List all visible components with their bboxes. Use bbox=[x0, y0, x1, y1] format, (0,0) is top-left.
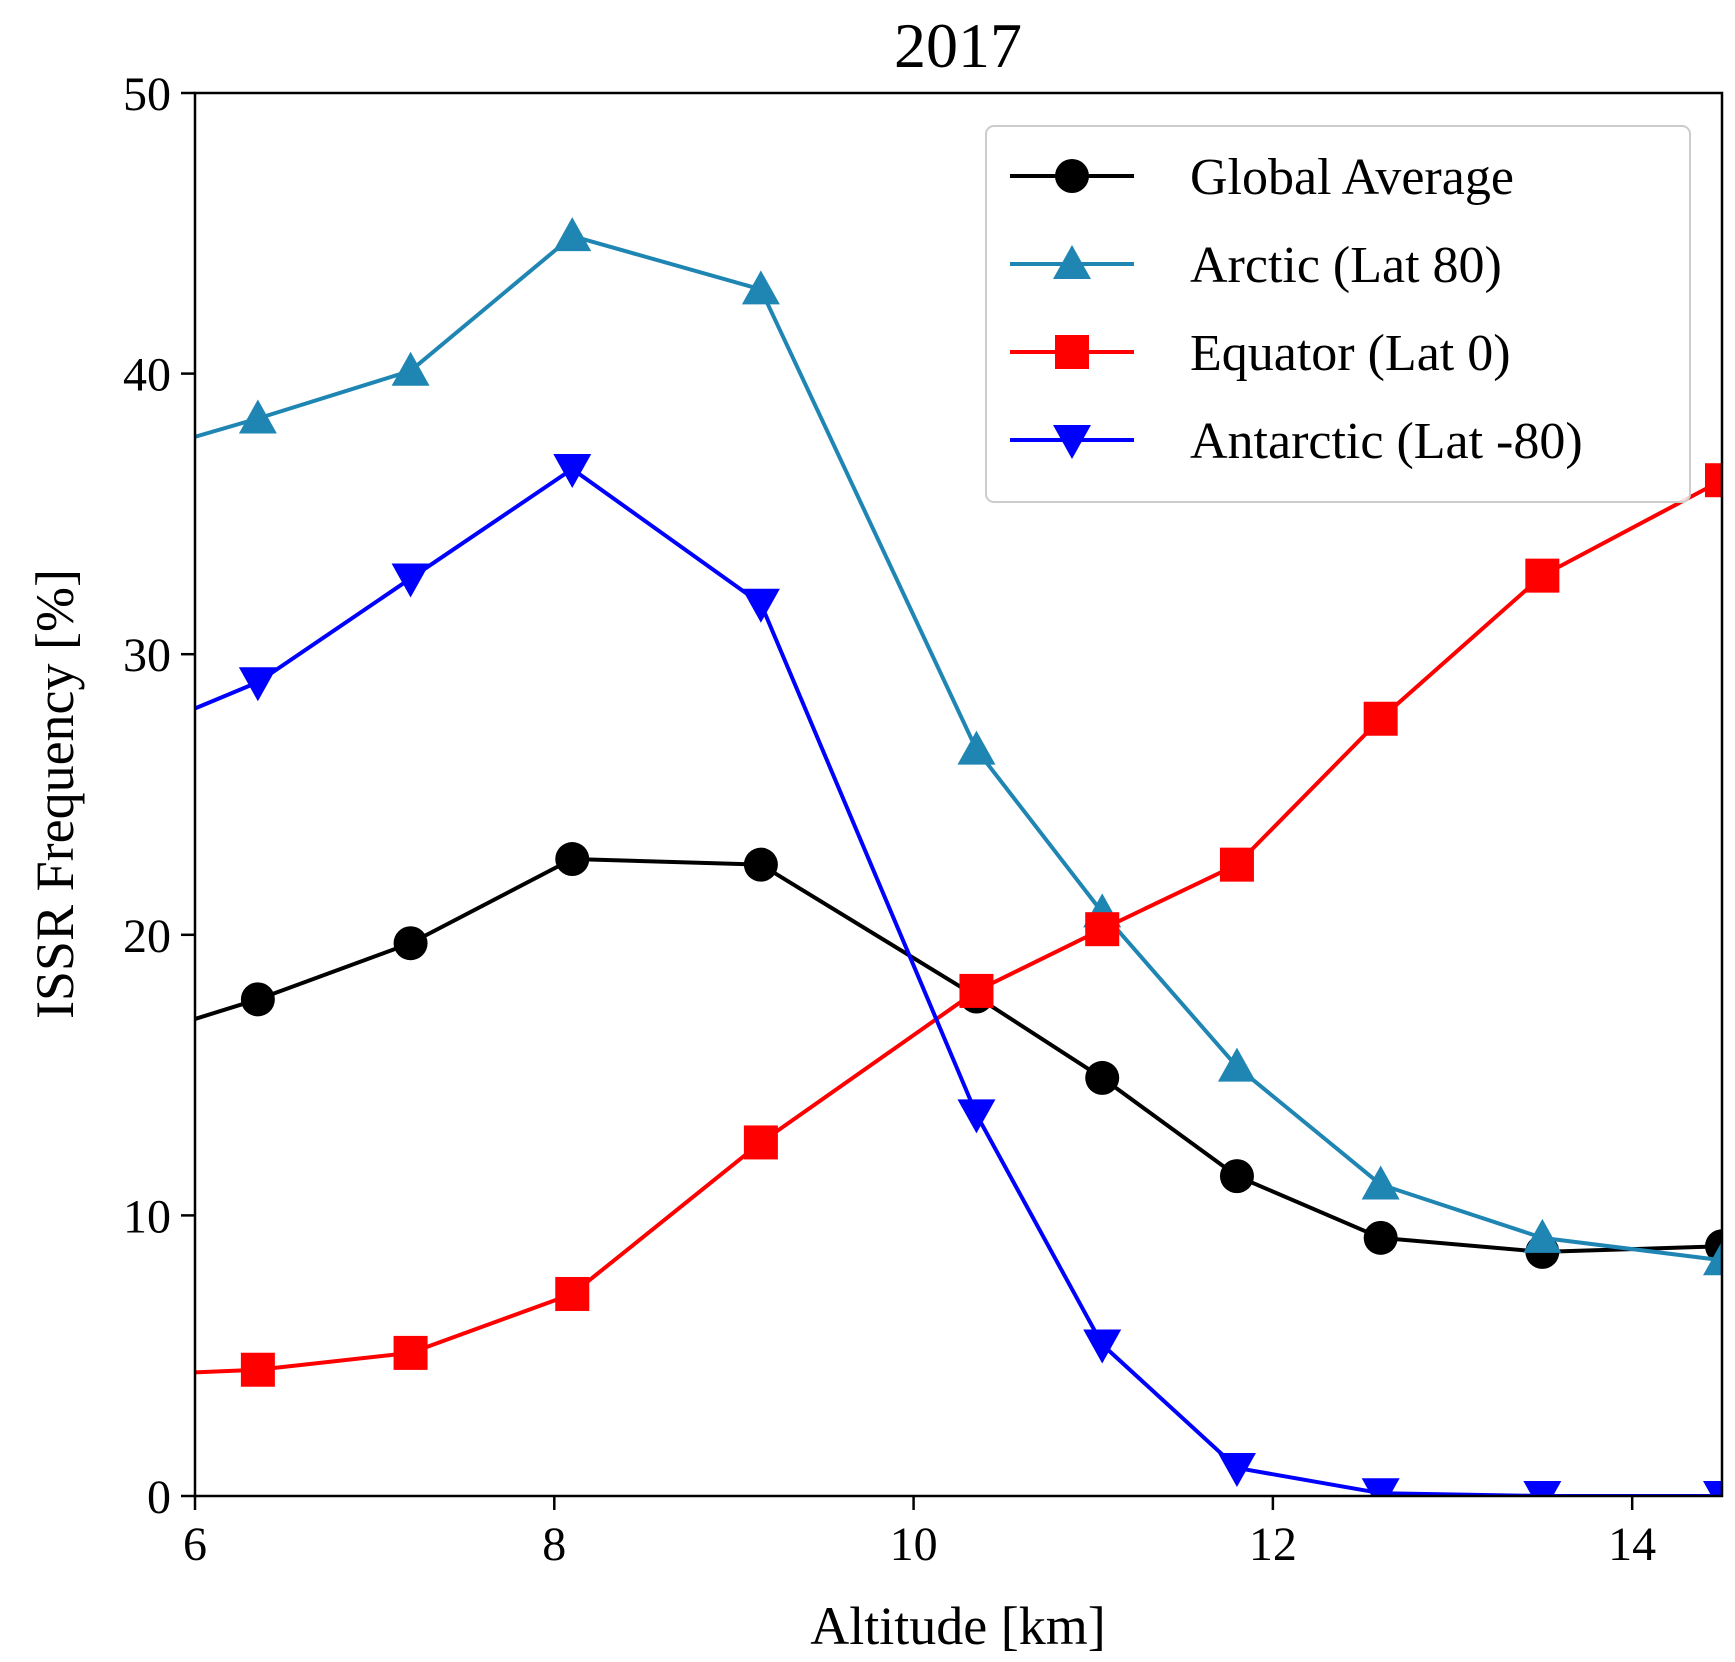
data-point bbox=[1219, 847, 1254, 882]
x-tick-label: 6 bbox=[183, 1518, 207, 1571]
data-point bbox=[553, 454, 592, 489]
data-point bbox=[106, 1358, 140, 1392]
legend-item: Equator (Lat 0) bbox=[1010, 325, 1511, 382]
series-line bbox=[195, 467, 1722, 1496]
data-point bbox=[1703, 1481, 1722, 1496]
data-point bbox=[741, 270, 780, 305]
legend: Global Average Arctic (Lat 80) Equator (La… bbox=[985, 125, 1691, 503]
data-point bbox=[393, 1335, 428, 1370]
data-point bbox=[1219, 1159, 1254, 1194]
data-point bbox=[1361, 1165, 1400, 1200]
data-point bbox=[391, 563, 430, 598]
data-point bbox=[1085, 1060, 1120, 1095]
data-point bbox=[240, 982, 275, 1017]
x-tick-label: 12 bbox=[1249, 1518, 1297, 1571]
data-point bbox=[238, 399, 277, 434]
data-point bbox=[1523, 1218, 1562, 1253]
series-3 bbox=[104, 454, 1722, 1496]
chart-title: 2017 bbox=[894, 10, 1022, 81]
data-point bbox=[1363, 1220, 1398, 1255]
data-point bbox=[1083, 1329, 1122, 1364]
data-point bbox=[391, 351, 430, 386]
data-point bbox=[1361, 1478, 1400, 1496]
data-point bbox=[393, 926, 428, 961]
data-point bbox=[104, 439, 142, 473]
y-axis-ticks: 0 10 20 30 40 50 bbox=[123, 68, 195, 1524]
x-tick-label: 14 bbox=[1608, 1518, 1656, 1571]
data-point bbox=[106, 1024, 140, 1058]
data-point bbox=[743, 1125, 778, 1160]
data-point bbox=[1705, 463, 1722, 498]
data-point bbox=[743, 847, 778, 882]
series-line bbox=[195, 857, 1722, 1254]
data-point bbox=[1217, 1452, 1256, 1487]
legend-label: Global Average bbox=[1190, 149, 1514, 206]
x-tick-label: 8 bbox=[542, 1518, 566, 1571]
data-point bbox=[1525, 558, 1560, 593]
data-point bbox=[1217, 1047, 1256, 1082]
legend-item: Arctic (Lat 80) bbox=[1010, 237, 1502, 294]
y-tick-label: 40 bbox=[123, 349, 171, 402]
legend-marker bbox=[1055, 159, 1089, 193]
plot-area-frame bbox=[193, 91, 1724, 1498]
legend-item: Global Average bbox=[1010, 149, 1514, 206]
y-axis-label: ISSR Frequency [%] bbox=[25, 569, 85, 1019]
data-point bbox=[959, 973, 994, 1008]
legend-item: Antarctic (Lat -80) bbox=[1010, 413, 1583, 470]
y-tick-label: 20 bbox=[123, 910, 171, 963]
legend-marker bbox=[1053, 245, 1091, 279]
data-point bbox=[555, 842, 590, 877]
data-point bbox=[1363, 701, 1398, 736]
y-tick-label: 50 bbox=[123, 68, 171, 121]
series-line bbox=[195, 478, 1722, 1375]
x-axis-ticks: 6 8 10 12 14 bbox=[183, 1496, 1656, 1571]
legend-label: Antarctic (Lat -80) bbox=[1190, 413, 1583, 470]
data-point bbox=[957, 1099, 996, 1134]
data-point bbox=[1523, 1481, 1562, 1496]
data-point bbox=[741, 588, 780, 623]
series-0 bbox=[106, 842, 1722, 1269]
data-point bbox=[1085, 912, 1120, 947]
data-point bbox=[240, 1352, 275, 1387]
legend-box bbox=[985, 125, 1691, 503]
legend-label: Arctic (Lat 80) bbox=[1190, 237, 1502, 294]
series-2 bbox=[106, 463, 1722, 1392]
data-point bbox=[553, 217, 592, 252]
data-point bbox=[238, 667, 277, 702]
y-tick-label: 0 bbox=[147, 1471, 171, 1524]
y-tick-label: 10 bbox=[123, 1190, 171, 1243]
y-tick-label: 30 bbox=[123, 629, 171, 682]
legend-marker bbox=[1055, 335, 1089, 369]
series-layer bbox=[104, 217, 1722, 1496]
data-point bbox=[957, 730, 996, 765]
legend-label: Equator (Lat 0) bbox=[1190, 325, 1511, 382]
data-point bbox=[1703, 1241, 1722, 1276]
data-point bbox=[555, 1276, 590, 1311]
data-point bbox=[104, 723, 142, 757]
x-tick-label: 10 bbox=[890, 1518, 938, 1571]
legend-marker bbox=[1053, 425, 1091, 459]
x-axis-label: Altitude [km] bbox=[810, 1596, 1105, 1656]
